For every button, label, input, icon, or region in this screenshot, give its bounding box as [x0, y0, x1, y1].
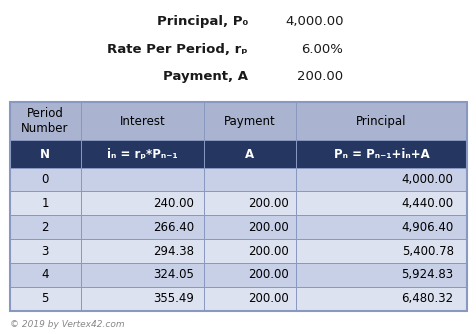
- Text: 5,400.78: 5,400.78: [401, 244, 453, 258]
- Text: 5: 5: [41, 292, 49, 305]
- Text: Period
Number: Period Number: [21, 107, 69, 135]
- Text: 200.00: 200.00: [247, 197, 288, 210]
- Text: 6.00%: 6.00%: [301, 43, 343, 55]
- Text: 266.40: 266.40: [153, 221, 194, 234]
- Text: Pₙ = Pₙ₋₁+iₙ+A: Pₙ = Pₙ₋₁+iₙ+A: [333, 148, 428, 161]
- Text: Principal, P₀: Principal, P₀: [157, 15, 248, 28]
- Text: 200.00: 200.00: [297, 70, 343, 83]
- Text: 2: 2: [41, 221, 49, 234]
- Text: 3: 3: [41, 244, 49, 258]
- Text: 355.49: 355.49: [153, 292, 194, 305]
- Text: 4,000.00: 4,000.00: [284, 15, 343, 28]
- Text: N: N: [40, 148, 50, 161]
- Text: 200.00: 200.00: [247, 269, 288, 281]
- Text: 0: 0: [41, 173, 49, 186]
- Text: 4: 4: [41, 269, 49, 281]
- Text: 240.00: 240.00: [153, 197, 194, 210]
- Text: 294.38: 294.38: [153, 244, 194, 258]
- Text: 6,480.32: 6,480.32: [401, 292, 453, 305]
- Text: 200.00: 200.00: [247, 292, 288, 305]
- Text: 5,924.83: 5,924.83: [401, 269, 453, 281]
- Text: 200.00: 200.00: [247, 221, 288, 234]
- Text: iₙ = rₚ*Pₙ₋₁: iₙ = rₚ*Pₙ₋₁: [107, 148, 177, 161]
- Text: 4,906.40: 4,906.40: [401, 221, 453, 234]
- Text: 4,440.00: 4,440.00: [401, 197, 453, 210]
- Text: Payment: Payment: [224, 115, 275, 128]
- Text: Rate Per Period, rₚ: Rate Per Period, rₚ: [107, 43, 248, 55]
- Text: Interest: Interest: [119, 115, 165, 128]
- Text: 1: 1: [41, 197, 49, 210]
- Text: Principal: Principal: [356, 115, 406, 128]
- Text: 200.00: 200.00: [247, 244, 288, 258]
- Text: 4,000.00: 4,000.00: [401, 173, 453, 186]
- Text: © 2019 by Vertex42.com: © 2019 by Vertex42.com: [10, 320, 124, 329]
- Text: Payment, A: Payment, A: [163, 70, 248, 83]
- Text: A: A: [245, 148, 254, 161]
- Text: 324.05: 324.05: [153, 269, 194, 281]
